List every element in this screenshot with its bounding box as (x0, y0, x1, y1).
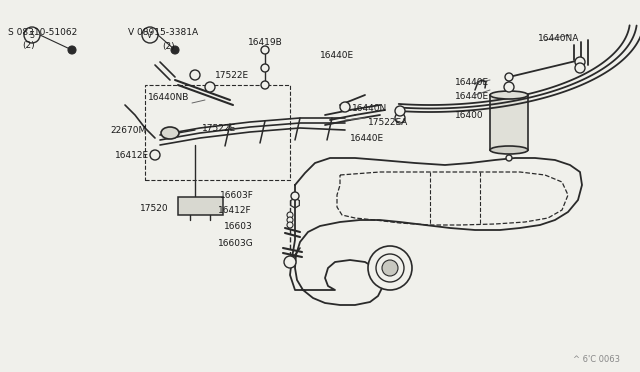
Text: 16440E: 16440E (350, 134, 384, 142)
Circle shape (171, 46, 179, 54)
Text: S: S (29, 31, 35, 39)
Circle shape (261, 46, 269, 54)
Text: 16440N: 16440N (352, 103, 387, 112)
Circle shape (205, 82, 215, 92)
Circle shape (24, 27, 40, 43)
Circle shape (68, 46, 76, 54)
Circle shape (395, 106, 405, 116)
Text: ^ 6'C 0063: ^ 6'C 0063 (573, 355, 620, 364)
Text: 16603F: 16603F (220, 190, 254, 199)
Text: 16400: 16400 (455, 110, 484, 119)
Ellipse shape (490, 91, 528, 99)
Ellipse shape (490, 146, 528, 154)
Circle shape (190, 70, 200, 80)
Text: 22670M: 22670M (110, 125, 147, 135)
Text: 17520: 17520 (140, 203, 168, 212)
Circle shape (504, 82, 514, 92)
Text: 16440E: 16440E (320, 51, 354, 60)
Circle shape (395, 113, 405, 123)
Circle shape (368, 246, 412, 290)
Bar (178, 197, 223, 215)
Text: V 08915-3381A: V 08915-3381A (128, 28, 198, 36)
Circle shape (142, 27, 158, 43)
Circle shape (575, 63, 585, 73)
Text: 16440E: 16440E (455, 92, 489, 100)
Text: S 08310-51062: S 08310-51062 (8, 28, 77, 36)
Bar (145, 85, 290, 180)
Text: 16440E: 16440E (455, 77, 489, 87)
Circle shape (506, 155, 512, 161)
Circle shape (150, 150, 160, 160)
Circle shape (287, 217, 293, 223)
Text: 17522E: 17522E (202, 124, 236, 132)
Circle shape (382, 260, 398, 276)
Text: 16419B: 16419B (248, 38, 283, 46)
Circle shape (287, 212, 293, 218)
Text: (2): (2) (162, 42, 175, 51)
Circle shape (284, 256, 296, 268)
Circle shape (376, 254, 404, 282)
Text: 17522E: 17522E (215, 71, 249, 80)
Text: V: V (147, 31, 152, 39)
Text: 17522EA: 17522EA (368, 118, 408, 126)
Text: (2): (2) (22, 41, 35, 49)
Circle shape (505, 73, 513, 81)
Text: 16440NA: 16440NA (538, 33, 579, 42)
Circle shape (261, 81, 269, 89)
Text: 16412F: 16412F (218, 205, 252, 215)
Circle shape (575, 57, 585, 67)
Circle shape (340, 102, 350, 112)
Text: 16412E: 16412E (115, 151, 149, 160)
Circle shape (291, 192, 299, 200)
Text: 16603G: 16603G (218, 238, 253, 247)
Text: 16440NB: 16440NB (148, 93, 189, 102)
Text: 16603: 16603 (224, 221, 253, 231)
Bar (490, 95, 528, 150)
Ellipse shape (161, 127, 179, 139)
Circle shape (261, 64, 269, 72)
Circle shape (287, 222, 293, 228)
